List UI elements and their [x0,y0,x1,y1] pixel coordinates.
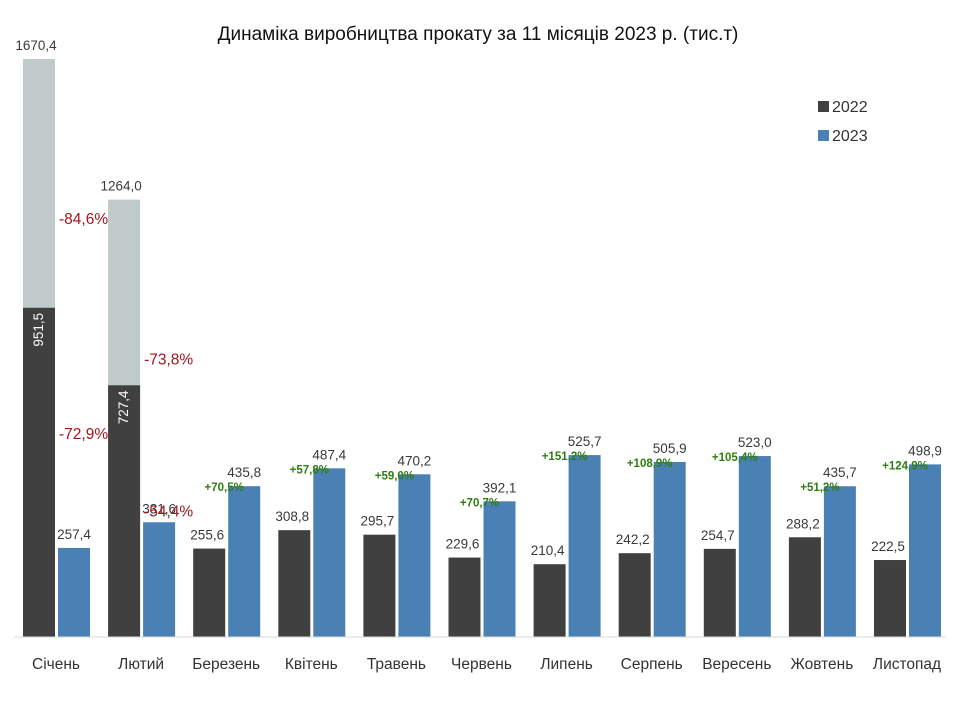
bar-2023-5 [398,474,431,637]
bar-2023-7 [568,455,601,637]
change-vs-2021-1: -84,6% [59,211,108,228]
label-2023-1: 257,4 [57,527,91,542]
label-2022-6: 229,6 [446,537,480,552]
bar-2023-10 [823,486,856,637]
label-2023-11: 498,9 [908,443,942,458]
label-2023-2: 331,6 [142,501,176,516]
legend-label-2023: 2023 [832,128,868,145]
label-2022-4: 308,8 [275,509,309,524]
category-labels: Січень Лютий Березень Квітень Травень Червень… [32,656,941,673]
category-label-10: Жовтень [790,656,853,673]
label-2022-7: 210,4 [531,543,565,558]
bar-2022-3 [193,548,226,637]
label-2023-6: 392,1 [483,480,517,495]
bar-2023-8 [653,461,686,637]
change-6: +70,7% [460,497,499,509]
label-2022-9: 254,7 [701,528,735,543]
legend: 2022 2023 [818,99,868,145]
label-2023-7: 525,7 [568,434,602,449]
category-label-5: Травень [367,656,426,673]
change-3: +70,5% [205,482,244,494]
category-label-2: Лютий [118,656,164,673]
bar-2022-4 [278,530,311,637]
category-label-7: Липень [540,656,592,673]
bars [23,307,941,637]
category-label-3: Березень [192,656,260,673]
change-2: -54,4% [144,503,193,520]
change-11: +124,9% [882,460,928,472]
bar-2023-4 [313,468,346,637]
label-2022-1: 951,5 [31,313,46,347]
label-2022-10: 288,2 [786,516,820,531]
bar-2023-2 [143,522,176,637]
data-labels: 1670,4 -84,6% 951,5 257,4 -72,9% 1264,0 -73,8%… [15,38,942,558]
change-7: +151,2% [542,451,588,463]
label-2022-8: 242,2 [616,532,650,547]
change-4: +57,8% [290,464,329,476]
label-2023-8: 505,9 [653,441,687,456]
label-2021-2: 1264,0 [100,179,141,194]
bar-2022-5 [363,534,396,637]
legend-swatch-2023 [818,130,829,141]
category-label-1: Січень [32,656,80,673]
legend-swatch-2022 [818,101,829,112]
bar-2022-1 [23,307,55,637]
bar-2022-2 [108,385,141,637]
bar-2022-7 [533,564,566,637]
label-2023-4: 487,4 [312,447,346,462]
change-1: -72,9% [59,426,108,443]
category-label-6: Червень [451,656,512,673]
bar-2022-10 [788,537,821,637]
chart-title: Динаміка виробництва прокату за 11 місяц… [218,24,739,45]
label-2022-11: 222,5 [871,539,905,554]
change-8: +108,9% [627,458,673,470]
bar-2023-3 [228,486,261,637]
label-2023-10: 435,7 [823,465,857,480]
label-2021-1: 1670,4 [15,38,57,53]
bar-2022-6 [448,557,481,637]
label-2022-3: 255,6 [190,528,224,543]
change-10: +51,2% [800,482,839,494]
label-2023-9: 523,0 [738,435,772,450]
change-5: +59,0% [375,470,414,482]
category-label-8: Серпень [621,656,683,673]
label-2022-2: 727,4 [116,390,131,424]
label-2023-5: 470,2 [398,453,432,468]
change-vs-2021-2: -73,8% [144,352,193,369]
category-label-9: Вересень [702,656,771,673]
change-9: +105,4% [712,452,758,464]
label-2022-5: 295,7 [361,514,395,529]
bar-2023-6 [483,501,516,637]
label-2023-3: 435,8 [227,465,261,480]
bar-2022-9 [703,548,736,637]
bar-2022-8 [618,553,651,637]
category-label-11: Листопад [873,656,941,673]
bar-2023-1 [58,547,90,637]
legend-label-2022: 2022 [832,99,868,116]
bar-2022-11 [874,560,906,637]
category-label-4: Квітень [285,656,338,673]
bar-2023-9 [738,456,771,637]
bar-2023-11 [909,464,941,637]
